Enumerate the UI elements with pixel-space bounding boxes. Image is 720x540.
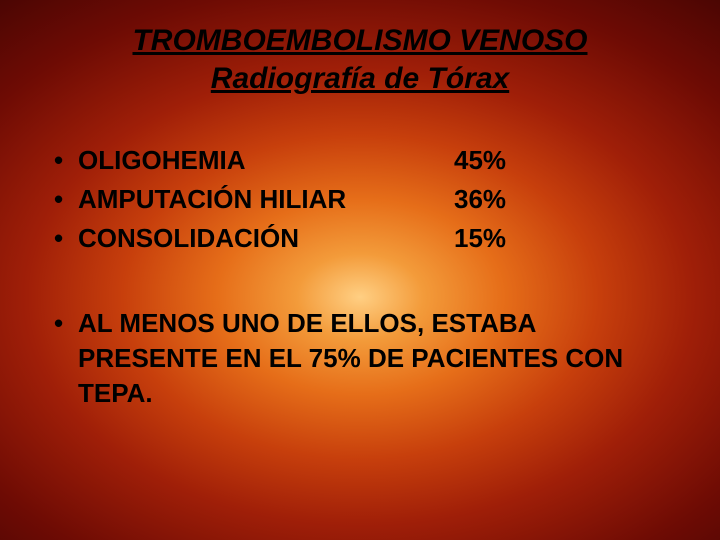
title-line-2: Radiografía de Tórax xyxy=(211,62,509,95)
footnote-text: AL MENOS UNO DE ELLOS, ESTABA PRESENTE E… xyxy=(78,306,676,411)
finding-value: 45% xyxy=(454,141,506,180)
list-item: • AMPUTACIÓN HILIAR 36% xyxy=(54,180,676,219)
bullet-icon: • xyxy=(54,180,78,219)
finding-value: 15% xyxy=(454,219,506,258)
footnote-block: • AL MENOS UNO DE ELLOS, ESTABA PRESENTE… xyxy=(54,306,676,411)
slide-title: TROMBOEMBOLISMO VENOSO Radiografía de Tó… xyxy=(44,22,676,97)
bullet-icon: • xyxy=(54,219,78,258)
finding-label: CONSOLIDACIÓN xyxy=(78,219,454,258)
finding-label: AMPUTACIÓN HILIAR xyxy=(78,180,454,219)
finding-value: 36% xyxy=(454,180,506,219)
list-item: • CONSOLIDACIÓN 15% xyxy=(54,219,676,258)
findings-list: • OLIGOHEMIA 45% • AMPUTACIÓN HILIAR 36%… xyxy=(54,141,676,258)
slide: TROMBOEMBOLISMO VENOSO Radiografía de Tó… xyxy=(0,0,720,540)
list-item: • OLIGOHEMIA 45% xyxy=(54,141,676,180)
title-line-1: TROMBOEMBOLISMO VENOSO xyxy=(132,24,587,57)
bullet-icon: • xyxy=(54,308,78,339)
finding-label: OLIGOHEMIA xyxy=(78,141,454,180)
bullet-icon: • xyxy=(54,141,78,180)
